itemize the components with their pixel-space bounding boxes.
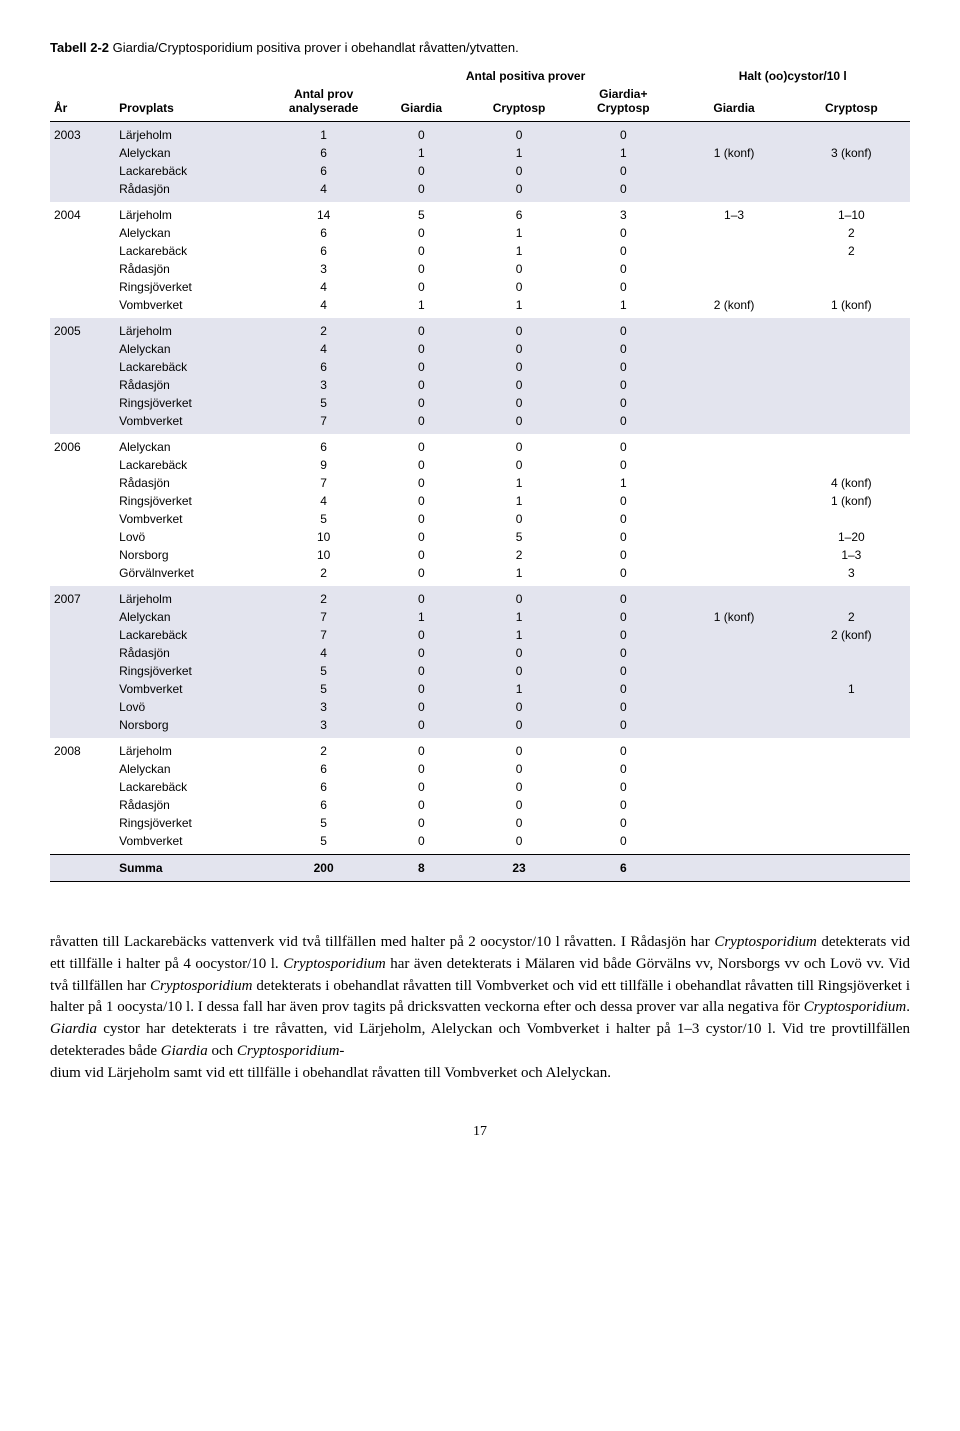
table-row: Lackarebäck70102 (konf) (50, 626, 910, 644)
col-n: Antal prov analyserade (272, 85, 376, 122)
table-row: Alelyckan71101 (konf)2 (50, 608, 910, 626)
table-row: Vombverket5000 (50, 832, 910, 855)
col-hg: Giardia (675, 85, 792, 122)
data-table: Antal positiva prover Halt (oo)cystor/10… (50, 65, 910, 882)
table-row: Vombverket41112 (konf)1 (konf) (50, 296, 910, 318)
table-row: Lackarebäck6000 (50, 358, 910, 376)
table-row: Alelyckan6000 (50, 760, 910, 778)
table-row: Görvälnverket20103 (50, 564, 910, 586)
table-row: Lovö100501–20 (50, 528, 910, 546)
table-row: 2006Alelyckan6000 (50, 434, 910, 456)
table-row: 2003Lärjeholm1000 (50, 122, 910, 145)
table-row: Lackarebäck60102 (50, 242, 910, 260)
table-row: Ringsjöverket4000 (50, 278, 910, 296)
col-hc: Cryptosp (793, 85, 910, 122)
table-row: 2005Lärjeholm2000 (50, 318, 910, 340)
table-row: Rådasjön3000 (50, 376, 910, 394)
table-row: Alelyckan60102 (50, 224, 910, 242)
table-row: Vombverket5000 (50, 510, 910, 528)
table-caption: Tabell 2-2 Giardia/Cryptosporidium posit… (50, 40, 910, 55)
table-row: 2007Lärjeholm2000 (50, 586, 910, 608)
page-number: 17 (50, 1124, 910, 1140)
summary-row: Summa2008236 (50, 855, 910, 882)
table-row: Alelyckan4000 (50, 340, 910, 358)
col-year: År (50, 85, 115, 122)
table-row: 2004Lärjeholm145631–31–10 (50, 202, 910, 224)
table-row: Lackarebäck6000 (50, 778, 910, 796)
table-row: Rådasjön6000 (50, 796, 910, 814)
super-header-a: Antal positiva prover (376, 65, 676, 85)
col-place: Provplats (115, 85, 271, 122)
table-row: Alelyckan61111 (konf)3 (konf) (50, 144, 910, 162)
body-paragraph: råvatten till Lackarebäcks vattenverk vi… (50, 932, 910, 1084)
col-g: Giardia (376, 85, 467, 122)
table-row: Norsborg100201–3 (50, 546, 910, 564)
table-row: Vombverket50101 (50, 680, 910, 698)
caption-text: Giardia/Cryptosporidium positiva prover … (113, 40, 519, 55)
table-row: Rådasjön3000 (50, 260, 910, 278)
col-gc: Giardia+ Cryptosp (571, 85, 675, 122)
table-row: Rådasjön4000 (50, 180, 910, 202)
table-row: Lovö3000 (50, 698, 910, 716)
super-header-b: Halt (oo)cystor/10 l (675, 65, 910, 85)
table-row: 2008Lärjeholm2000 (50, 738, 910, 760)
table-row: Rådasjön70114 (konf) (50, 474, 910, 492)
table-row: Ringsjöverket40101 (konf) (50, 492, 910, 510)
table-row: Ringsjöverket5000 (50, 814, 910, 832)
table-row: Ringsjöverket5000 (50, 394, 910, 412)
col-c: Cryptosp (467, 85, 571, 122)
table-row: Lackarebäck9000 (50, 456, 910, 474)
table-row: Vombverket7000 (50, 412, 910, 434)
table-row: Norsborg3000 (50, 716, 910, 738)
table-row: Lackarebäck6000 (50, 162, 910, 180)
table-row: Rådasjön4000 (50, 644, 910, 662)
table-row: Ringsjöverket5000 (50, 662, 910, 680)
caption-label: Tabell 2-2 (50, 40, 109, 55)
